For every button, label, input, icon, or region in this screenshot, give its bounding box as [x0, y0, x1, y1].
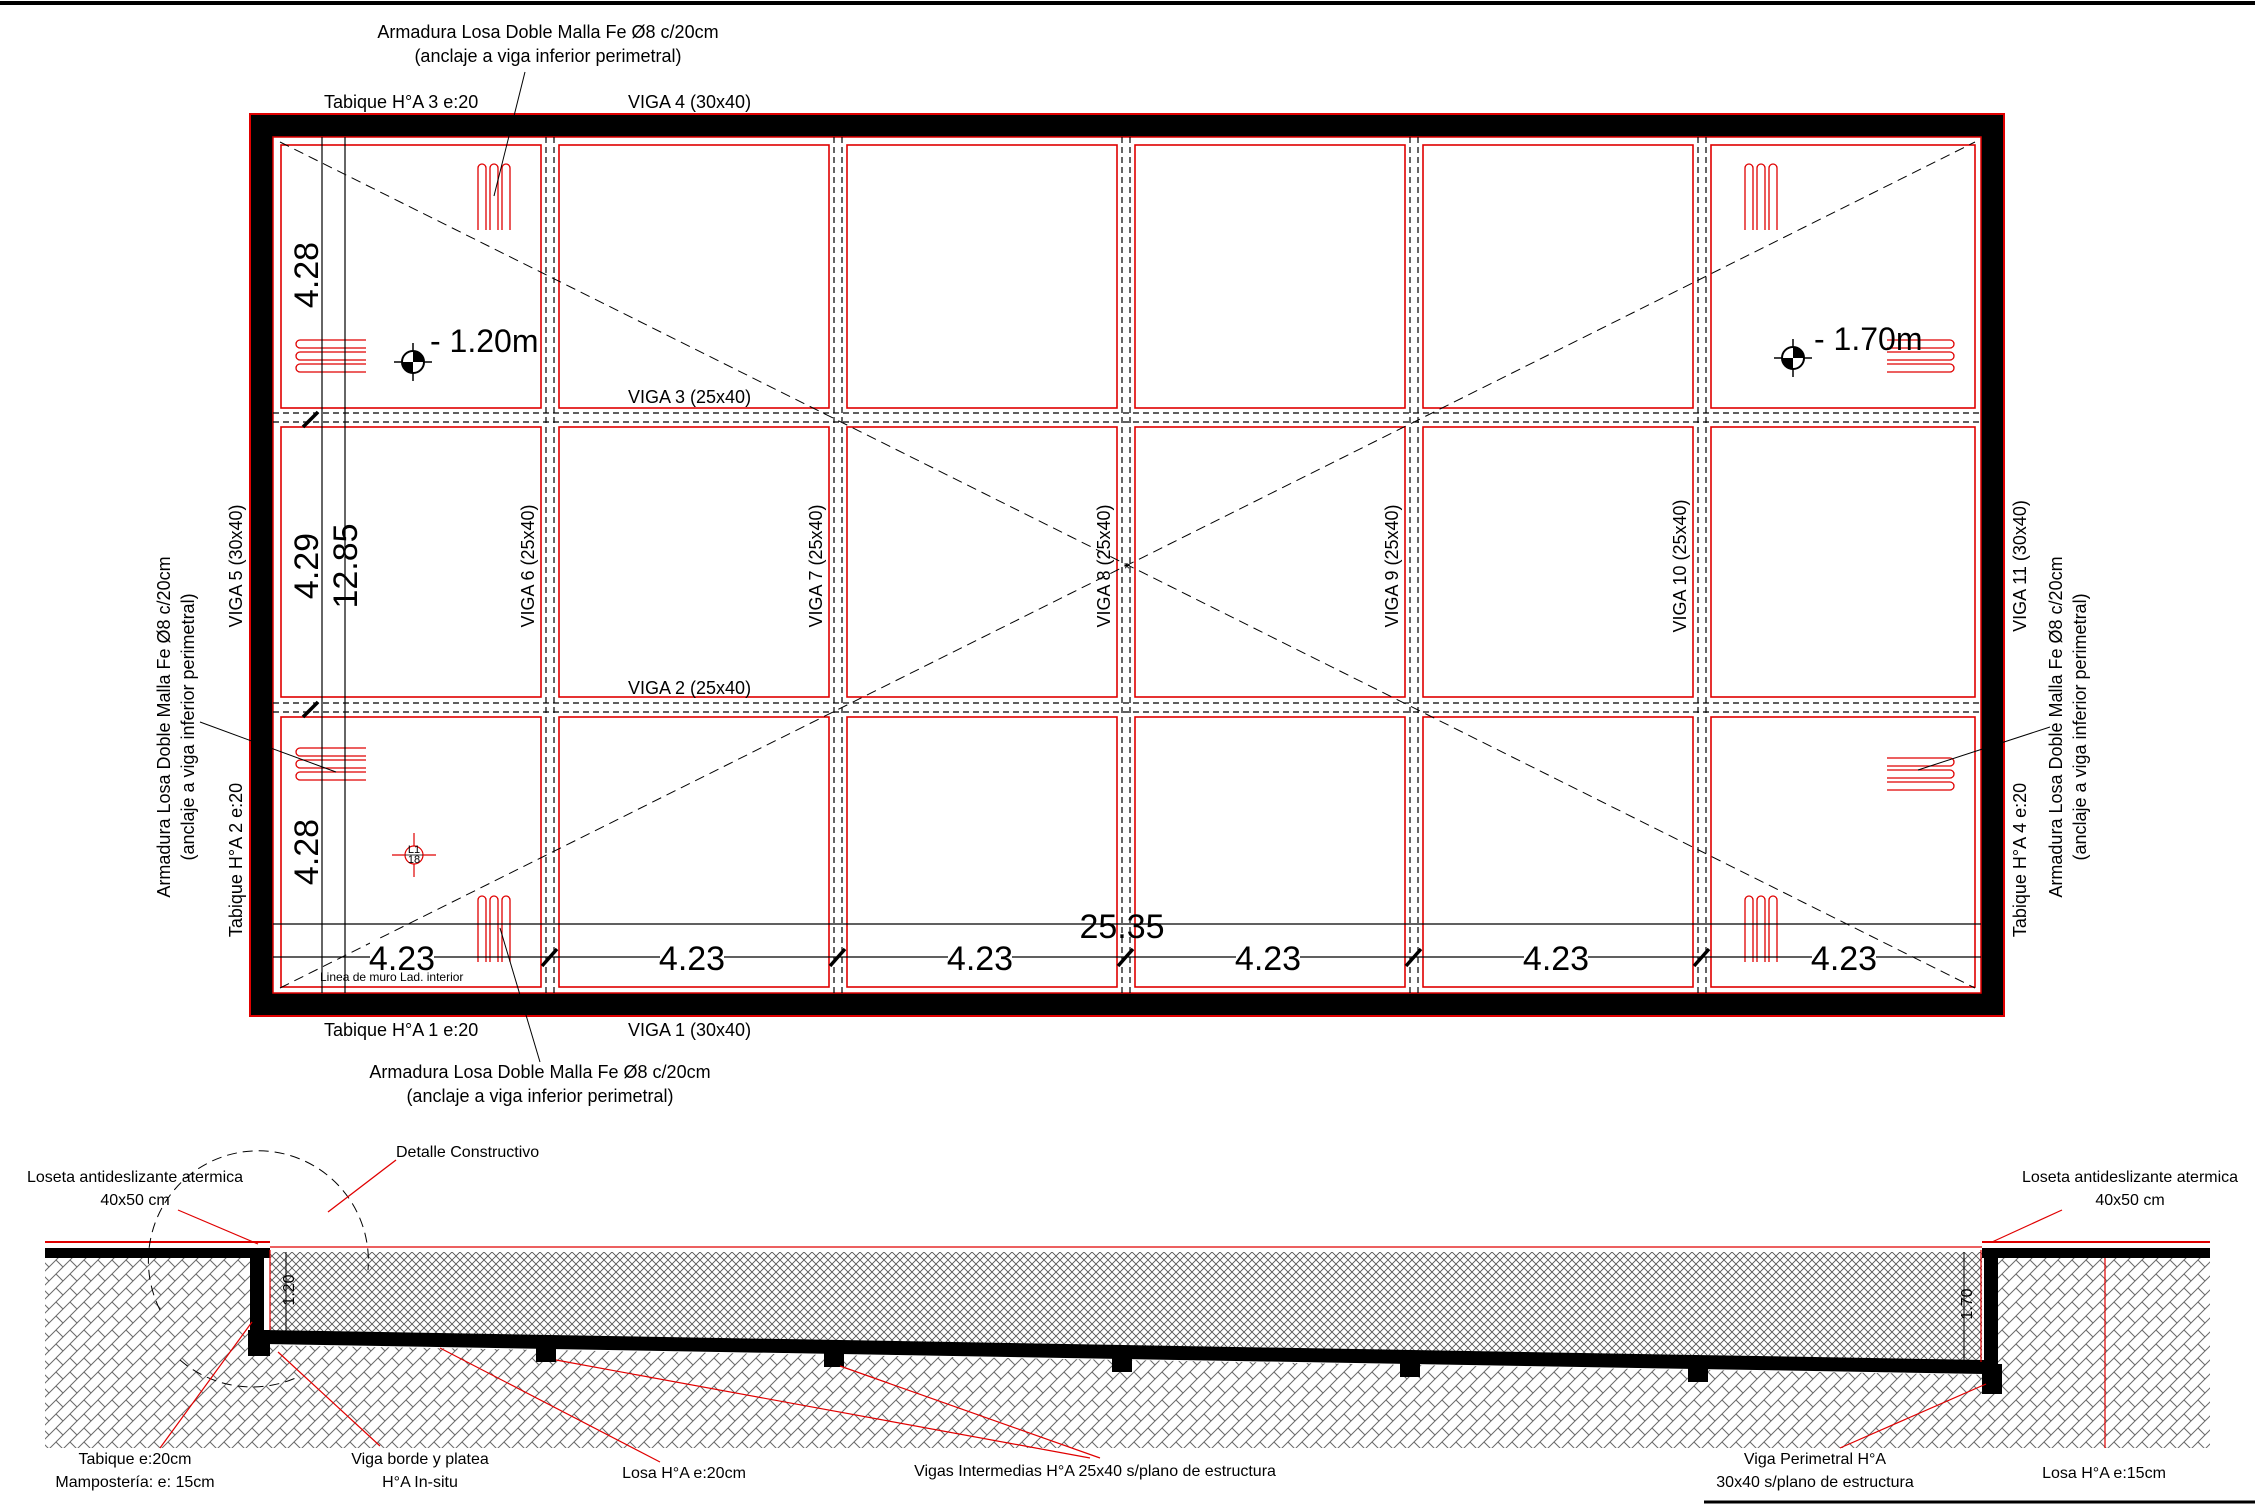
dim-row-3: 4.28	[288, 819, 326, 885]
ground-left	[45, 1252, 255, 1448]
dim-row-2: 4.29	[288, 533, 326, 599]
right-note-line1: Armadura Losa Doble Malla Fe Ø8 c/20cm	[2046, 556, 2066, 897]
wall-right	[1984, 1248, 1998, 1394]
dim-col-3: 4.23	[947, 940, 1013, 978]
depth-right-label: 1.70	[1959, 1288, 1976, 1319]
tabique-leader	[159, 1321, 253, 1449]
dim-col-5: 4.23	[1523, 940, 1589, 978]
losa-20-leader	[439, 1347, 661, 1463]
dim-total-width: 25.35	[1079, 908, 1164, 946]
viga-borde-line2: H°A In-situ	[382, 1474, 458, 1491]
level-marker-left	[394, 343, 432, 381]
pool-outline-red	[249, 113, 2005, 1017]
viga-7-label: VIGA 7 (25x40)	[806, 504, 826, 627]
loseta-left-line1: Loseta antideslizante atermica	[27, 1169, 243, 1186]
detalle-label: Detalle Constructivo	[396, 1144, 539, 1161]
pool-section: 1.20 1.70 Detalle Constructivo Loseta an…	[27, 1144, 2255, 1504]
viga-1-label: VIGA 1 (30x40)	[628, 1020, 751, 1040]
viga-4-label: VIGA 4 (30x40)	[628, 92, 751, 112]
vertical-dimensions	[301, 137, 346, 993]
level-left-label: - 1.20m	[430, 323, 538, 359]
tabique-line1: Tabique e:20cm	[79, 1451, 192, 1468]
viga-6-label: VIGA 6 (25x40)	[518, 504, 538, 627]
pool-perimeter-wall	[251, 115, 2003, 1015]
deck-right	[1982, 1248, 2210, 1258]
section-marker-top: L1	[408, 844, 420, 856]
ground-right	[1995, 1252, 2210, 1448]
viga-11-label: VIGA 11 (30x40)	[2010, 500, 2030, 632]
dim-row-1: 4.28	[288, 242, 326, 308]
loseta-left-line2: 40x50 cm	[100, 1192, 169, 1209]
loseta-right-line1: Loseta antideslizante atermica	[2022, 1169, 2238, 1186]
viga-2-label: VIGA 2 (25x40)	[628, 678, 751, 698]
viga-10-label: VIGA 10 (25x40)	[1670, 499, 1690, 632]
losa-20-label: Losa H°A e:20cm	[622, 1465, 746, 1482]
right-note-leader	[1917, 726, 2051, 771]
tabique-2-label: Tabique H°A 2 e:20	[226, 783, 246, 937]
viga-perimetral-leader	[1839, 1383, 1987, 1449]
wall-left	[250, 1248, 264, 1344]
intermediate-beams	[536, 1342, 1708, 1382]
detail-circle	[147, 1150, 369, 1311]
viga-perimetral-line2: 30x40 s/plano de estructura	[1716, 1474, 1914, 1491]
slab-diagonals	[279, 141, 1976, 989]
section-marker: L1 18	[392, 833, 436, 877]
horizontal-dimensions	[273, 923, 1981, 968]
pool-inner-red	[272, 136, 1982, 994]
dim-total-height: 12.85	[327, 523, 365, 608]
rebar-hook-symbols	[295, 163, 1955, 962]
section-marker-bottom: 18	[408, 854, 420, 866]
detalle-leader	[327, 1159, 397, 1213]
left-note-leader	[199, 721, 337, 773]
viga-9-label: VIGA 9 (25x40)	[1382, 504, 1402, 627]
dim-col-labels: 4.23 4.23 4.23 4.23 4.23 4.23	[369, 940, 1877, 978]
viga-borde-leader	[277, 1351, 381, 1447]
vigas-intermedias-leader-1	[839, 1365, 1101, 1459]
top-note-line1: Armadura Losa Doble Malla Fe Ø8 c/20cm	[377, 22, 718, 42]
tabique-1-label: Tabique H°A 1 e:20	[324, 1020, 478, 1040]
center-mark: *	[1124, 561, 1130, 578]
vigas-intermedias-label: Vigas Intermedias H°A 25x40 s/plano de e…	[914, 1463, 1276, 1480]
viga-perimetral-line1: Viga Perimetral H°A	[1744, 1451, 1886, 1468]
slab-panels	[280, 144, 1976, 988]
tabique-4-label: Tabique H°A 4 e:20	[2010, 783, 2030, 937]
left-note-line2: (anclaje a viga inferior perimetral)	[178, 593, 198, 860]
dim-col-1: 4.23	[369, 940, 435, 978]
level-right-label: - 1.70m	[1814, 321, 1922, 357]
muro-line-note: Linea de muro Lad. interior	[320, 970, 463, 984]
level-marker-right	[1774, 339, 1812, 377]
dim-col-2: 4.23	[659, 940, 725, 978]
bottom-note-line2: (anclaje a viga inferior perimetral)	[406, 1086, 673, 1106]
bottom-note-leader	[499, 927, 541, 1063]
depth-left-label: 1.20	[281, 1274, 298, 1305]
deck-left	[45, 1248, 270, 1258]
pool-fill	[270, 1252, 1982, 1364]
dim-col-4: 4.23	[1235, 940, 1301, 978]
right-note-line2: (anclaje a viga inferior perimetral)	[2070, 593, 2090, 860]
viga-3-label: VIGA 3 (25x40)	[628, 387, 751, 407]
viga-5-label: VIGA 5 (30x40)	[226, 504, 246, 627]
viga-borde-line1: Viga borde y platea	[351, 1451, 489, 1468]
ground-under-pool	[255, 1345, 1995, 1448]
loseta-left-leader	[177, 1209, 259, 1245]
tabique-3-label: Tabique H°A 3 e:20	[324, 92, 478, 112]
pool-plan: * - 1.20m - 1.70m	[154, 22, 2090, 1106]
detail-circle-lower	[179, 1359, 301, 1388]
beam-dashed-lines	[273, 137, 1981, 993]
vigas-intermedias-leader-2	[555, 1359, 1091, 1459]
loseta-right-leader	[1991, 1209, 2063, 1243]
top-note-line2: (anclaje a viga inferior perimetral)	[414, 46, 681, 66]
bottom-note-line1: Armadura Losa Doble Malla Fe Ø8 c/20cm	[369, 1062, 710, 1082]
losa-15-label: Losa H°A e:15cm	[2042, 1465, 2166, 1482]
viga-8-label: VIGA 8 (25x40)	[1094, 504, 1114, 627]
left-note-line1: Armadura Losa Doble Malla Fe Ø8 c/20cm	[154, 556, 174, 897]
top-note-leader	[493, 71, 526, 197]
edge-beam-right	[1982, 1364, 2002, 1394]
tabique-line2: Mampostería: e: 15cm	[55, 1474, 214, 1491]
loseta-right-line2: 40x50 cm	[2095, 1192, 2164, 1209]
dim-col-6: 4.23	[1811, 940, 1877, 978]
